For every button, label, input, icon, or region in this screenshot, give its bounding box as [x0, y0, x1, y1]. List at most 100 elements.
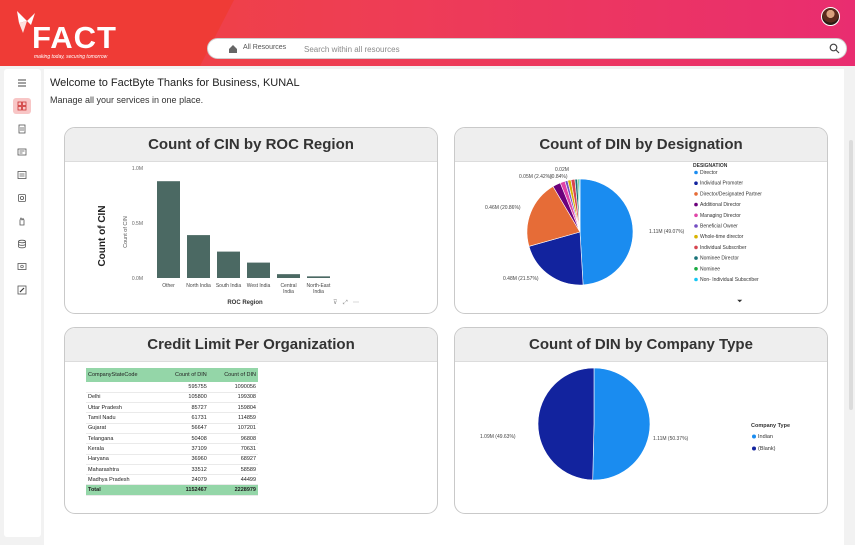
column-header[interactable]: Count of DIN: [159, 368, 209, 382]
page-scrollbar[interactable]: [849, 140, 853, 410]
legend-label: Managing Director: [700, 213, 741, 219]
table-cell: Maharashtra: [86, 464, 160, 476]
pie-slice: [528, 231, 584, 286]
table-cell: Uttar Pradesh: [86, 402, 160, 414]
legend-label: Non- Individual Subscriber: [700, 277, 759, 283]
user-avatar[interactable]: [821, 7, 840, 26]
table-cell: Tamil Nadu: [86, 412, 160, 424]
left-sidebar: [4, 69, 41, 537]
sidebar-item-database[interactable]: [13, 236, 31, 252]
y-tick-label: 0.0M: [132, 276, 143, 282]
table-cell: 36960: [159, 454, 209, 465]
table-cell: 159804: [208, 402, 258, 414]
legend-dot: [694, 213, 698, 218]
search-icon[interactable]: [829, 43, 840, 54]
table-cell: [86, 382, 160, 393]
table-cell: 107201: [208, 423, 258, 434]
sidebar-item-settings[interactable]: [13, 190, 31, 206]
sidebar-item-report[interactable]: [13, 144, 31, 160]
slice-label: 0.48M (21.57%): [503, 276, 539, 282]
sidebar-item-pen[interactable]: [13, 282, 31, 298]
search-scope-label[interactable]: All Resources: [243, 44, 287, 51]
legend-dot: [694, 256, 698, 260]
legend-dot: [694, 245, 698, 250]
bar: [247, 262, 270, 278]
slice-label: 0.02M: [555, 167, 569, 173]
table-cell: Kerala: [86, 443, 160, 455]
legend-label: Indian: [758, 434, 773, 440]
table-row: Telangana 50408 96808: [86, 433, 258, 445]
table-cell: 595755: [159, 382, 209, 393]
table-header-row: CompanyStateCode Count of DIN Count of DIN: [86, 368, 258, 382]
table-row: 595755 1090056: [86, 382, 258, 393]
expand-icon: ⤢: [343, 299, 348, 306]
table-cell: Gujarat: [86, 423, 160, 434]
table-row: Madhya Pradesh 24079 44499: [86, 474, 258, 486]
column-header[interactable]: CompanyStateCode: [86, 368, 160, 382]
table-cell: 85727: [159, 402, 209, 414]
menu-toggle-button[interactable]: [13, 75, 31, 91]
card-din-by-company-type: Count of DIN by Company Type 1.11M (50.3…: [454, 327, 828, 514]
bar: [217, 251, 240, 278]
bar: [277, 274, 300, 278]
table-row: Kerala 37109 70631: [86, 443, 258, 455]
x-tick-label: India: [313, 289, 324, 295]
hand-icon: [19, 217, 25, 226]
slice-label: 0.05M (2.42%): [519, 174, 552, 180]
slice-label: 1.11M (49.07%): [649, 229, 685, 235]
sidebar-item-document[interactable]: [13, 121, 31, 137]
home-icon: [229, 45, 237, 53]
table-cell: Telangana: [86, 433, 160, 445]
table-row: Gujarat 56647 107201: [86, 423, 258, 434]
global-search-bar[interactable]: All Resources: [207, 38, 847, 59]
sidebar-item-dashboard[interactable]: [13, 98, 31, 114]
legend-label: Director: [700, 170, 718, 176]
legend-dot: [694, 267, 698, 271]
sidebar-item-hand[interactable]: [13, 213, 31, 229]
top-header: FACT making today, securing tomorrow All…: [0, 0, 855, 66]
x-tick-label: Other: [162, 283, 175, 289]
table-cell: 199308: [208, 392, 258, 404]
legend-dot: [694, 192, 698, 196]
logo-star-icon: [17, 11, 35, 33]
sidebar-item-monitor[interactable]: [13, 259, 31, 275]
card-header: Count of CIN by ROC Region: [65, 128, 437, 162]
table-cell: 24079: [159, 474, 209, 486]
legend-label: Whole-time director: [700, 234, 744, 240]
legend-label: Beneficial Owner: [700, 224, 738, 230]
legend-dot: [752, 446, 756, 451]
bar: [187, 235, 210, 278]
legend-dot: [694, 224, 698, 228]
table-row: Uttar Pradesh 85727 159804: [86, 402, 258, 414]
legend-label: Individual Promoter: [700, 181, 743, 187]
filter-icon: ⊽: [333, 299, 337, 306]
pen-icon: [17, 285, 27, 295]
table-cell: 114859: [208, 412, 258, 424]
legend-scroll-down-icon: ⏷: [737, 298, 743, 305]
slice-label: (0.84%): [550, 174, 568, 180]
table-cell: 58589: [208, 464, 258, 476]
table-cell: 56647: [159, 423, 209, 434]
table-cell: 96808: [208, 433, 258, 445]
legend-dot: [694, 170, 698, 175]
legend-dot: [752, 434, 756, 439]
brand-logo[interactable]: FACT making today, securing tomorrow: [0, 0, 234, 66]
card-din-by-designation: Count of DIN by Designation 1.11M (49.07…: [454, 127, 828, 314]
table-cell: 105800: [159, 392, 209, 404]
pie-slice: [526, 185, 581, 247]
search-input[interactable]: [304, 41, 804, 57]
table-cell: 2228979: [208, 484, 258, 496]
table-cell: 50408: [159, 433, 209, 445]
column-header[interactable]: Count of DIN: [208, 368, 258, 382]
company-type-pie-chart: 1.11M (50.37%) 1.09M (49.63%) Company Type…: [480, 367, 790, 481]
legend-dot: [694, 202, 698, 207]
pie-slice: [578, 178, 581, 233]
table-row: Maharashtra 33512 58589: [86, 464, 258, 476]
credit-limit-table: CompanyStateCode Count of DIN Count of DIN…: [86, 368, 258, 496]
card-title: Credit Limit Per Organization: [147, 336, 355, 353]
x-tick-label: North India: [186, 283, 211, 289]
brand-tagline: making today, securing tomorrow: [34, 54, 108, 60]
sidebar-item-notes[interactable]: [13, 167, 31, 183]
y-tick-label: 1.0M: [132, 166, 143, 172]
legend-label: Nominee: [700, 266, 720, 272]
